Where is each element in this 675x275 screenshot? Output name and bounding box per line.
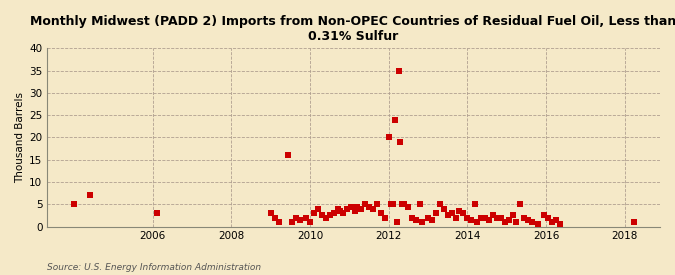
Point (454, 209, 465, 213)
Point (338, 211, 349, 215)
Point (385, 202, 396, 207)
Point (539, 213, 549, 218)
Point (507, 213, 518, 218)
Point (313, 207, 323, 211)
Point (547, 220, 558, 224)
Point (431, 211, 441, 215)
Point (371, 202, 382, 207)
Point (442, 213, 453, 218)
Point (360, 202, 371, 207)
Point (389, 117, 400, 122)
Point (466, 218, 477, 222)
Point (480, 216, 491, 220)
Point (550, 218, 561, 222)
Title: Monthly Midwest (PADD 2) Imports from Non-OPEC Countries of Residual Fuel Oil, L: Monthly Midwest (PADD 2) Imports from No… (30, 15, 675, 43)
Point (287, 220, 298, 224)
Point (84, 193, 95, 198)
Point (458, 211, 469, 215)
Point (317, 213, 327, 218)
Point (399, 202, 410, 207)
Point (334, 209, 345, 213)
Point (332, 207, 343, 211)
Point (265, 211, 276, 215)
Point (283, 153, 294, 158)
Point (500, 220, 510, 224)
Point (511, 220, 522, 224)
Point (435, 202, 446, 207)
Point (533, 222, 543, 227)
Point (487, 213, 498, 218)
Point (411, 218, 422, 222)
Point (543, 216, 554, 220)
Point (519, 216, 530, 220)
Point (483, 218, 494, 222)
Point (503, 218, 514, 222)
Point (356, 207, 367, 211)
Point (462, 216, 472, 220)
Point (515, 202, 526, 207)
Y-axis label: Thousand Barrels: Thousand Barrels (15, 92, 25, 183)
Point (526, 220, 537, 224)
Point (383, 135, 394, 140)
Point (397, 202, 408, 207)
Point (273, 220, 284, 224)
Point (300, 216, 311, 220)
Point (342, 207, 353, 211)
Point (328, 211, 339, 215)
Point (438, 207, 449, 211)
Point (69, 202, 80, 207)
Point (269, 216, 280, 220)
Point (629, 220, 640, 224)
Text: Source: U.S. Energy Information Administration: Source: U.S. Energy Information Administ… (47, 263, 261, 272)
Point (446, 211, 457, 215)
Point (391, 220, 402, 224)
Point (393, 68, 404, 73)
Point (554, 222, 565, 227)
Point (368, 207, 379, 211)
Point (423, 216, 433, 220)
Point (450, 216, 461, 220)
Point (304, 220, 315, 224)
Point (291, 216, 302, 220)
Point (470, 202, 481, 207)
Point (346, 204, 356, 209)
Point (472, 220, 483, 224)
Point (375, 211, 386, 215)
Point (407, 216, 418, 220)
Point (476, 216, 487, 220)
Point (403, 204, 414, 209)
Point (295, 218, 306, 222)
Point (416, 220, 427, 224)
Point (364, 204, 375, 209)
Point (395, 140, 406, 144)
Point (308, 211, 319, 215)
Point (387, 202, 398, 207)
Point (352, 204, 362, 209)
Point (350, 209, 360, 213)
Point (151, 211, 162, 215)
Point (523, 218, 534, 222)
Point (491, 216, 502, 220)
Point (414, 202, 425, 207)
Point (379, 216, 390, 220)
Point (427, 218, 437, 222)
Point (495, 216, 506, 220)
Point (324, 213, 335, 218)
Point (321, 216, 331, 220)
